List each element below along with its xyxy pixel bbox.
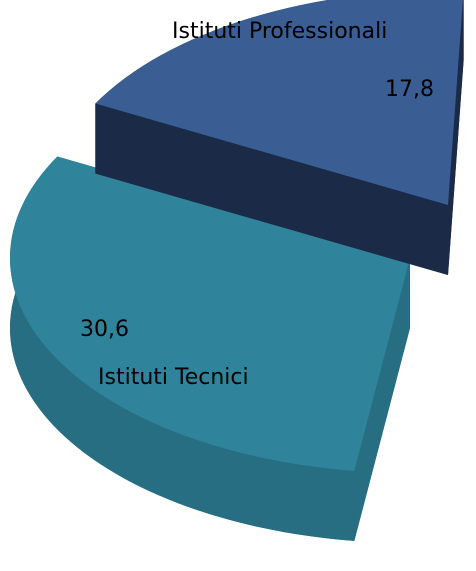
value-label: 30,6 bbox=[80, 317, 129, 342]
category-label: Istituti Professionali bbox=[172, 19, 387, 44]
category-label: Istituti Tecnici bbox=[98, 365, 249, 390]
slice-side bbox=[9, 156, 355, 541]
slice bbox=[95, 0, 463, 205]
slice-face bbox=[95, 103, 448, 275]
value-label: 17,8 bbox=[385, 77, 434, 102]
slice-face bbox=[354, 258, 410, 541]
slice-face bbox=[448, 0, 464, 275]
